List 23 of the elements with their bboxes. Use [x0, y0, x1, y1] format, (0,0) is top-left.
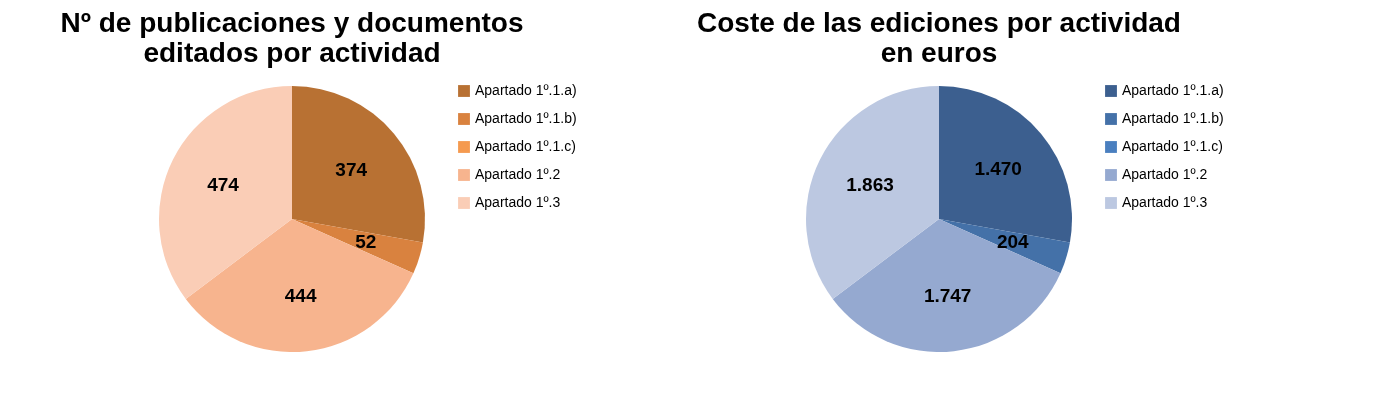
legend-label: Apartado 1º.3 [475, 194, 561, 210]
data-label: 204 [996, 230, 1030, 252]
legend-label: Apartado 1º.1.a) [475, 82, 577, 98]
legend-label: Apartado 1º.3 [1122, 194, 1208, 210]
legend-label: Apartado 1º.1.b) [475, 110, 577, 126]
data-label: 1.747 [923, 284, 972, 306]
legend-label: Apartado 1º.1.c) [1122, 138, 1223, 154]
legend-label: Apartado 1º.2 [1122, 166, 1208, 182]
data-label: 1.470 [974, 158, 1022, 180]
data-label: 444 [284, 284, 317, 306]
legend-label: Apartado 1º.1.c) [475, 138, 576, 154]
legend-label: Apartado 1º.1.b) [1122, 110, 1224, 126]
data-label: 52 [355, 230, 377, 252]
data-label: 474 [207, 173, 240, 195]
chart-title: Nº de publicaciones y documentos editados por actividad [60, 7, 524, 68]
pie-slice [185, 219, 414, 352]
data-label: 1.863 [846, 173, 894, 195]
chart-title: Coste de las ediciones por actividad en euros [697, 7, 1181, 68]
data-label: 374 [335, 158, 368, 180]
legend-label: Apartado 1º.1.a) [1122, 82, 1224, 98]
pie-slice [832, 219, 1061, 352]
legend-label: Apartado 1º.2 [475, 166, 561, 182]
pie-slice [292, 219, 423, 274]
